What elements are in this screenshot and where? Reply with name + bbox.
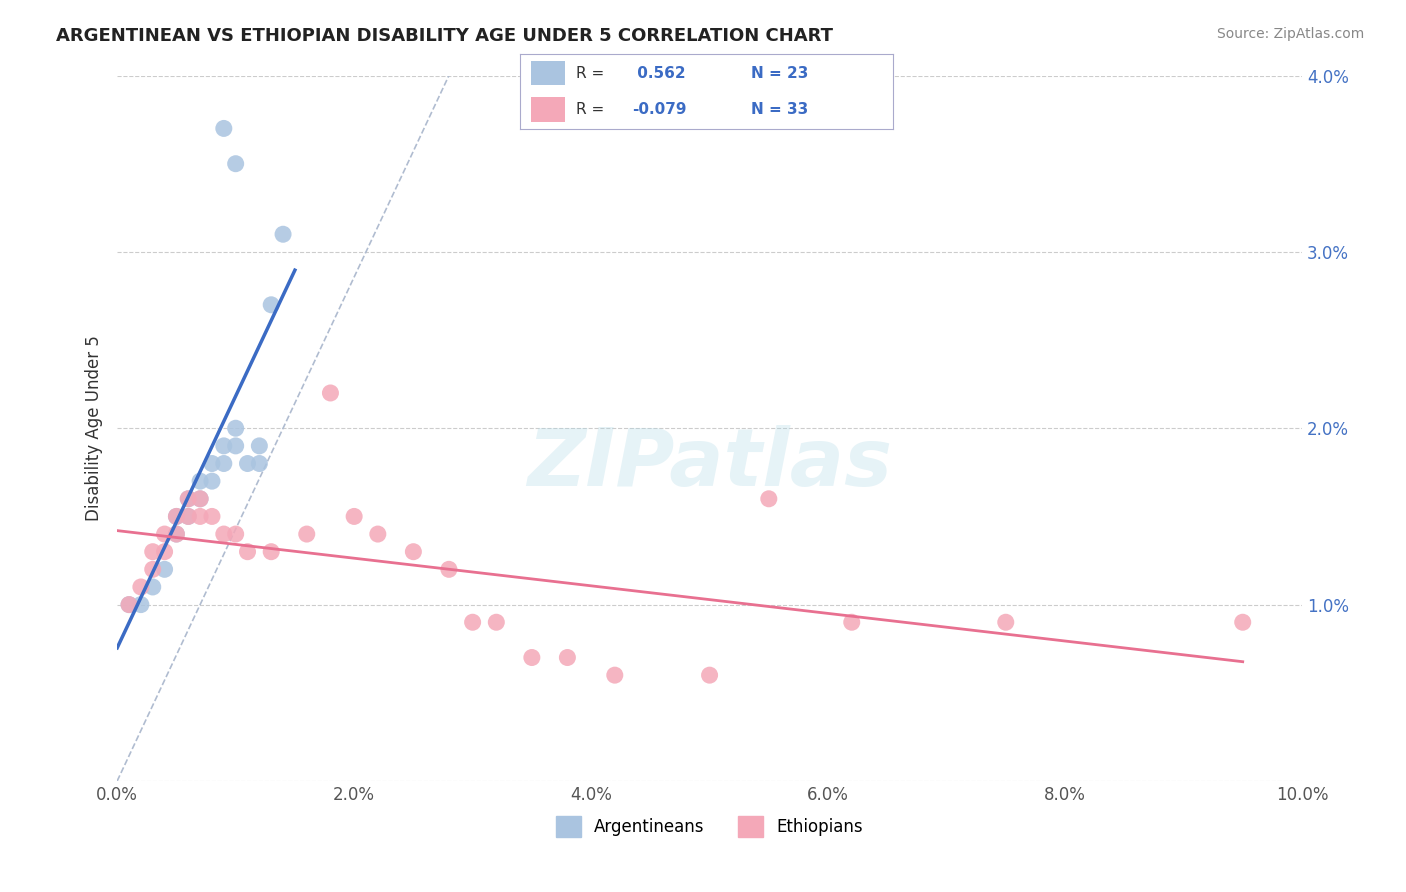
Point [1232, 615, 1254, 630]
Point [129, 598, 152, 612]
Point [177, 509, 200, 524]
Point [225, 439, 247, 453]
Text: N = 23: N = 23 [751, 66, 808, 81]
Text: -0.079: -0.079 [633, 102, 686, 117]
Point [461, 615, 484, 630]
Point [247, 457, 270, 471]
Point [319, 386, 342, 401]
Text: 0.562: 0.562 [633, 66, 686, 81]
Text: N = 33: N = 33 [751, 102, 808, 117]
Text: ZIPatlas: ZIPatlas [527, 425, 891, 502]
Point [177, 491, 200, 506]
Bar [531, 62, 565, 86]
Text: R =: R = [576, 102, 605, 117]
Point [142, 580, 165, 594]
Point [129, 580, 152, 594]
Point [699, 668, 721, 682]
Point [260, 298, 283, 312]
Point [212, 121, 235, 136]
Y-axis label: Disability Age Under 5: Disability Age Under 5 [86, 335, 103, 521]
Point [485, 615, 508, 630]
Point [188, 491, 211, 506]
Point [225, 157, 247, 171]
Point [236, 457, 259, 471]
Point [295, 527, 318, 541]
Point [188, 491, 211, 506]
Point [153, 544, 176, 558]
Point [212, 439, 235, 453]
Point [177, 509, 200, 524]
Legend: Argentineans, Ethiopians: Argentineans, Ethiopians [550, 810, 870, 843]
Text: ARGENTINEAN VS ETHIOPIAN DISABILITY AGE UNDER 5 CORRELATION CHART: ARGENTINEAN VS ETHIOPIAN DISABILITY AGE … [56, 27, 834, 45]
Point [367, 527, 389, 541]
Point [994, 615, 1017, 630]
Point [201, 474, 224, 488]
Point [188, 474, 211, 488]
Point [402, 544, 425, 558]
Point [212, 527, 235, 541]
Text: Source: ZipAtlas.com: Source: ZipAtlas.com [1216, 27, 1364, 41]
Point [225, 527, 247, 541]
Point [177, 491, 200, 506]
Point [271, 227, 294, 242]
Point [520, 650, 543, 665]
Text: R =: R = [576, 66, 605, 81]
Point [841, 615, 863, 630]
Point [165, 509, 187, 524]
Point [153, 562, 176, 576]
Point [165, 509, 187, 524]
Point [118, 598, 141, 612]
Point [758, 491, 780, 506]
Point [188, 509, 211, 524]
Point [260, 544, 283, 558]
Point [118, 598, 141, 612]
Bar [531, 97, 565, 122]
Point [165, 527, 187, 541]
Point [153, 527, 176, 541]
Point [201, 509, 224, 524]
Point [225, 421, 247, 435]
Point [247, 439, 270, 453]
Point [557, 650, 579, 665]
Point [236, 544, 259, 558]
Point [437, 562, 460, 576]
Point [201, 457, 224, 471]
Point [165, 527, 187, 541]
Point [142, 544, 165, 558]
Point [603, 668, 626, 682]
Point [142, 562, 165, 576]
Point [212, 457, 235, 471]
Point [343, 509, 366, 524]
